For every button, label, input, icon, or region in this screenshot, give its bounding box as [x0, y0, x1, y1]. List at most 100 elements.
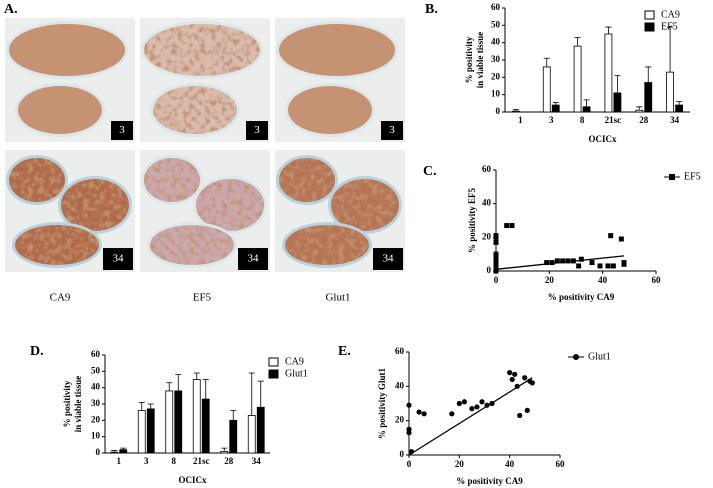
legend-swatch: [644, 10, 655, 20]
point: [524, 407, 530, 413]
panel-label: B.: [425, 2, 438, 17]
point: [507, 370, 513, 376]
legend-label: CA9: [285, 356, 304, 367]
tissue: [279, 158, 335, 202]
legend-swatch: [644, 22, 655, 32]
point: [421, 411, 427, 417]
x-tick-label: 0: [407, 459, 412, 469]
legend-label: Glut1: [285, 368, 308, 379]
y-tick-label: 60: [395, 346, 405, 356]
tissue: [144, 158, 200, 202]
point: [554, 258, 560, 264]
bar: [573, 45, 582, 113]
x-tick-label: 21sc: [605, 115, 622, 125]
y-axis-label: in viable tissue: [73, 376, 83, 433]
tissue: [18, 86, 102, 134]
point: [608, 233, 614, 239]
y-tick-label: 10: [491, 89, 501, 99]
bar: [666, 71, 674, 113]
y-axis-label: % positivity EF5: [467, 188, 477, 254]
panel-label: C.: [423, 164, 437, 179]
error-bar: [120, 447, 127, 450]
error-bar: [605, 26, 612, 34]
x-tick-label: 28: [639, 115, 649, 125]
trendline: [495, 255, 625, 270]
y-tick-label: 60: [491, 2, 501, 12]
x-tick-label: 8: [172, 456, 177, 466]
bar: [137, 410, 146, 454]
tissue: [153, 86, 237, 134]
point: [493, 260, 499, 266]
bar: [635, 109, 644, 113]
point: [416, 409, 422, 415]
bar: [192, 379, 201, 454]
column-label: EF5: [193, 292, 212, 304]
x-tick-label: 34: [252, 456, 262, 466]
badge: [381, 121, 403, 140]
error-bar: [230, 410, 237, 421]
y-tick-label: 40: [91, 382, 101, 392]
badge-label: 34: [383, 253, 395, 265]
point: [576, 263, 582, 269]
y-tick-label: 40: [482, 198, 492, 208]
column-label: CA9: [50, 292, 71, 304]
error-bar: [645, 66, 652, 83]
legend-swatch: [268, 369, 279, 379]
y-tick-label: 0: [496, 106, 501, 116]
x-tick-label: 20: [545, 275, 555, 285]
y-tick-label: 0: [400, 449, 405, 459]
point: [461, 399, 467, 405]
point: [544, 260, 550, 266]
point: [560, 258, 566, 264]
point: [589, 260, 595, 266]
y-axis-label: % positivity Glut1: [377, 368, 387, 440]
bar: [146, 408, 155, 454]
error-bar: [676, 101, 683, 106]
error-bar: [552, 102, 559, 106]
error-bar: [175, 374, 182, 391]
x-tick-label: 3: [549, 115, 554, 125]
bar: [201, 398, 210, 454]
point: [504, 223, 510, 229]
y-tick-label: 20: [395, 415, 405, 425]
point: [493, 268, 499, 274]
y-axis-label: in viable tissue: [475, 32, 485, 89]
point: [529, 380, 535, 386]
error-bar: [111, 450, 118, 453]
tissue: [15, 225, 99, 265]
x-tick-label: 1: [518, 115, 523, 125]
tissue: [61, 179, 129, 231]
point: [597, 263, 603, 269]
point: [565, 258, 571, 264]
tissue: [288, 86, 372, 134]
bar: [174, 390, 183, 454]
x-tick-label: 60: [652, 275, 662, 285]
point: [469, 406, 475, 412]
error-bar: [257, 380, 264, 408]
point: [449, 411, 455, 417]
bar: [644, 82, 653, 113]
x-axis-label: OCICx: [178, 475, 207, 485]
point: [493, 234, 499, 240]
panel-label: D.: [30, 344, 44, 359]
tissue: [9, 24, 125, 76]
y-tick-label: 30: [91, 398, 101, 408]
panel-label: A.: [4, 2, 18, 17]
bar: [542, 66, 551, 113]
x-tick-label: 3: [144, 456, 149, 466]
tissue: [285, 225, 369, 265]
point: [578, 256, 584, 262]
x-axis-label: OCICx: [588, 134, 617, 144]
y-tick-label: 50: [491, 19, 501, 29]
badge: [238, 248, 268, 270]
point: [493, 263, 499, 269]
bar: [220, 450, 229, 454]
bar: [675, 104, 683, 113]
error-bar: [248, 372, 255, 416]
error-bar: [543, 57, 550, 67]
bar: [512, 110, 520, 113]
x-tick-label: 28: [224, 456, 234, 466]
y-axis-label: % positivity: [464, 36, 474, 83]
error-bar: [512, 109, 519, 112]
y-tick-label: 60: [482, 164, 492, 174]
